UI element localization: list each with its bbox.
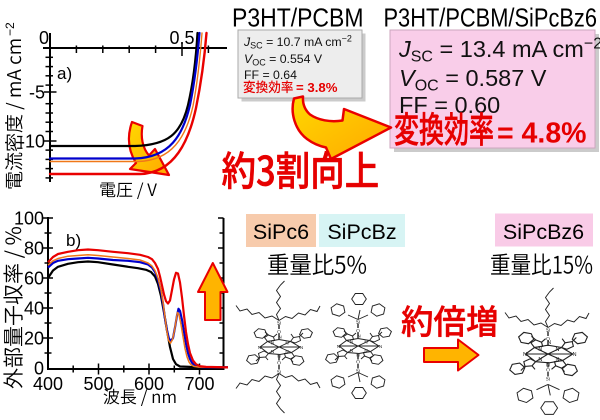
svg-text:O: O	[546, 368, 550, 373]
svg-text:SiPc6: SiPc6	[253, 220, 309, 244]
svg-text:N: N	[379, 344, 382, 349]
svg-text:N: N	[364, 348, 367, 353]
svg-text:0: 0	[34, 359, 44, 379]
svg-text:FF = 0.64: FF = 0.64	[244, 68, 297, 82]
svg-text:N: N	[285, 341, 288, 346]
svg-text:O: O	[277, 330, 281, 335]
svg-text:= 3.8%: = 3.8%	[296, 80, 338, 95]
svg-text:600: 600	[134, 374, 164, 394]
svg-text:Si: Si	[356, 368, 361, 374]
svg-text:N: N	[573, 352, 577, 358]
svg-text:VOC = 0.587 V: VOC = 0.587 V	[399, 65, 547, 95]
svg-text:SiPcBz6: SiPcBz6	[503, 220, 584, 244]
svg-text:0.5: 0.5	[169, 28, 194, 48]
svg-text:N: N	[350, 348, 353, 353]
svg-text:b): b)	[66, 231, 81, 250]
svg-text:N: N	[538, 357, 542, 363]
svg-text:N: N	[300, 345, 303, 350]
svg-text:a): a)	[57, 64, 72, 83]
svg-text:40: 40	[24, 299, 44, 319]
svg-text:N: N	[523, 352, 527, 358]
svg-text:N: N	[357, 334, 360, 339]
svg-text:N: N	[538, 347, 542, 353]
svg-text:O: O	[277, 361, 281, 366]
svg-text:0: 0	[39, 28, 49, 48]
svg-text:-10: -10	[19, 132, 45, 152]
svg-text:60: 60	[24, 269, 44, 289]
svg-text:N: N	[547, 340, 551, 346]
svg-text:N: N	[285, 349, 288, 354]
svg-text:JSC = 10.7 mA cm−2: JSC = 10.7 mA cm−2	[243, 34, 352, 51]
svg-text:P3HT/PCBM: P3HT/PCBM	[232, 3, 364, 33]
svg-text:P3HT/PCBM/SiPcBz6: P3HT/PCBM/SiPcBz6	[384, 3, 598, 33]
svg-text:500: 500	[83, 374, 113, 394]
svg-text:-5: -5	[29, 83, 45, 103]
svg-text:SiPcBz: SiPcBz	[327, 220, 396, 244]
svg-text:Si: Si	[546, 376, 551, 382]
svg-text:N: N	[271, 349, 274, 354]
svg-text:N: N	[258, 345, 261, 350]
svg-text:JSC = 13.4 mA cm−2: JSC = 13.4 mA cm−2	[398, 36, 600, 66]
svg-text:Si: Si	[277, 320, 282, 326]
svg-text:N: N	[337, 344, 340, 349]
svg-text:80: 80	[24, 239, 44, 259]
svg-text:Si: Si	[277, 369, 282, 375]
svg-text:N: N	[555, 347, 559, 353]
svg-text:VOC = 0.554 V: VOC = 0.554 V	[244, 52, 323, 68]
svg-text:400: 400	[33, 374, 63, 394]
svg-text:N: N	[278, 335, 281, 340]
svg-text:O: O	[356, 360, 360, 365]
svg-text:FF = 0.60: FF = 0.60	[399, 92, 500, 118]
svg-text:= 4.8%: = 4.8%	[497, 118, 587, 150]
svg-text:700: 700	[184, 374, 214, 394]
svg-text:N: N	[364, 340, 367, 345]
svg-text:100: 100	[14, 209, 44, 229]
svg-text:−2: −2	[3, 22, 17, 36]
svg-text:N: N	[271, 341, 274, 346]
svg-text:O: O	[546, 337, 550, 342]
svg-text:Si: Si	[546, 327, 551, 333]
svg-text:20: 20	[24, 329, 44, 349]
svg-text:O: O	[356, 329, 360, 334]
svg-text:Si: Si	[356, 319, 361, 325]
svg-text:N: N	[350, 340, 353, 345]
svg-text:N: N	[555, 357, 559, 363]
